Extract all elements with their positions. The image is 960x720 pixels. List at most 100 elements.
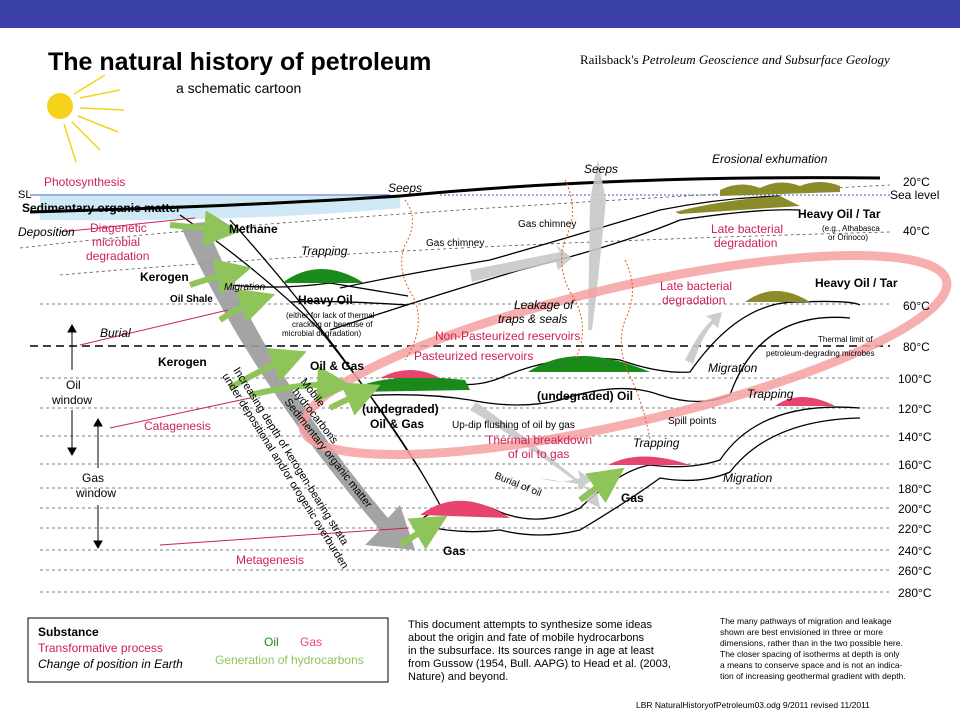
temperature-scale: 20°C Sea level 40°C 60°C 80°C 100°C 120°… — [890, 175, 939, 600]
note-right-line: The many pathways of migration and leaka… — [720, 616, 892, 626]
pasteurized-label: Pasteurized reservoirs — [414, 349, 533, 363]
kerogen-label: Kerogen — [158, 355, 207, 369]
top-bar — [0, 0, 960, 28]
note-right-line: tion of increasing geothermal gradient w… — [720, 671, 906, 681]
surface-line — [29, 176, 881, 214]
oil-window-label: window — [51, 393, 92, 407]
gas-accumulations — [380, 370, 835, 518]
spill-points-label: Spill points — [668, 416, 716, 427]
undegraded-oil-label: (undegraded) Oil — [537, 389, 633, 403]
sl-label: SL — [18, 189, 31, 201]
temp-label: 180°C — [898, 482, 932, 496]
gas-window-label: Gas — [82, 471, 104, 485]
temp-label: 280°C — [898, 586, 932, 600]
migration-label: Migration — [708, 361, 758, 375]
trapping-label: Trapping — [301, 244, 348, 258]
attribution: Railsback's Petroleum Geoscience and Sub… — [580, 52, 890, 67]
erosional-label: Erosional exhumation — [712, 152, 828, 166]
temp-label: 120°C — [898, 402, 932, 416]
migration-label: Migration — [224, 282, 266, 293]
temp-label: 200°C — [898, 502, 932, 516]
page-title: The natural history of petroleum — [48, 48, 431, 76]
heavy-oil-note: (either for lack of thermal — [286, 311, 375, 320]
late-bacterial-label: degradation — [662, 293, 725, 307]
temp-label: 80°C — [903, 340, 930, 354]
heavy-oil-tar-label: Heavy Oil / Tar — [798, 207, 881, 221]
thermal-limit-label: Thermal limit of — [818, 335, 873, 344]
oil-accumulations — [282, 269, 650, 392]
photosynthesis-label: Photosynthesis — [44, 175, 125, 189]
sun-icon — [47, 74, 125, 163]
heavy-oil-tar-note: (e.g., Athabasca — [822, 224, 880, 233]
temp-label: 140°C — [898, 430, 932, 444]
late-bacterial-label: Late bacterial — [660, 279, 732, 293]
footer-note: LBR NaturalHistoryofPetroleum03.odg 9/20… — [636, 700, 870, 710]
leakage-label: Leakage of — [514, 298, 575, 312]
temp-label: 20°C — [903, 175, 930, 189]
generation-arrows — [169, 210, 625, 550]
heavy-oil-note: microbial degradation) — [282, 329, 361, 338]
note-center-line: from Gussow (1954, Bull. AAPG) to Head e… — [408, 658, 671, 670]
deposition-label: Deposition — [18, 225, 75, 239]
metagenesis-label: Metagenesis — [236, 553, 304, 567]
process-lines — [59, 217, 409, 546]
gas-window-label: window — [75, 486, 116, 500]
temp-label: 60°C — [903, 299, 930, 313]
undegraded-oil-gas-label: (undegraded) — [362, 402, 439, 416]
window-arrows — [67, 323, 103, 550]
catagenesis-label: Catagenesis — [144, 419, 211, 433]
note-center-line: about the origin and fate of mobile hydr… — [408, 632, 645, 644]
note-center-line: This document attempts to synthesize som… — [408, 619, 652, 631]
pasteurized-ellipse — [298, 250, 952, 460]
late-bacterial-label: degradation — [714, 236, 777, 250]
legend-oil: Oil — [264, 635, 279, 649]
thermal-breakdown-label: of oil to gas — [508, 447, 569, 461]
heavy-oil-label: Heavy Oil — [298, 293, 353, 307]
trapping-label: Trapping — [747, 387, 794, 401]
heavy-oil-note: cracking or because of — [292, 320, 373, 329]
oil-window-label: Oil — [66, 378, 81, 392]
tar-accumulations — [675, 182, 840, 302]
subtitle: a schematic cartoon — [176, 80, 301, 96]
sedimentary-om-label: Sedimentary organic matter — [22, 201, 181, 215]
legend-transformative: Transformative process — [38, 641, 163, 655]
note-center-line: in the subsurface. Its sources range in … — [408, 645, 654, 657]
seeps-right-label: Seeps — [584, 162, 618, 176]
methane-label: Methane — [229, 222, 278, 236]
kerogen-label: Kerogen — [140, 270, 189, 284]
undegraded-oil-gas-label: Oil & Gas — [370, 417, 424, 431]
legend-generation: Generation of hydrocarbons — [215, 653, 364, 667]
migration-label: Migration — [723, 471, 773, 485]
non-pasteurized-label: Non-Pasteurized reservoirs — [435, 329, 580, 343]
legend-gas: Gas — [300, 635, 322, 649]
note-right-line: dimensions, rather than in the two possi… — [720, 638, 903, 648]
diagenetic-label-1: Diagenetic — [90, 221, 147, 235]
oil-shale-label: Oil Shale — [170, 294, 213, 305]
legend-change-position: Change of position in Earth — [38, 657, 183, 671]
temp-label: 260°C — [898, 564, 932, 578]
gas-chimney-right-label: Gas chimney — [518, 219, 576, 230]
heavy-oil-tar-note: or Orinoco) — [828, 233, 868, 242]
gas-lower-label: Gas — [443, 544, 466, 558]
note-center-line: Nature) and beyond. — [408, 671, 508, 683]
seeps-left-label: Seeps — [388, 181, 422, 195]
note-right-line: The closer spacing of isotherms at depth… — [720, 649, 900, 659]
burial-label: Burial — [100, 326, 131, 340]
trapping-label: Trapping — [633, 436, 680, 450]
temp-label: 100°C — [898, 372, 932, 386]
note-right-line: a means to conserve space and is not an … — [720, 660, 903, 670]
legend-substance: Substance — [38, 625, 99, 639]
heavy-oil-tar-label: Heavy Oil / Tar — [815, 276, 898, 290]
legend: Substance Transformative process Change … — [27, 617, 389, 683]
gas-chimney-left-label: Gas chimney — [426, 238, 484, 249]
temp-label: 160°C — [898, 458, 932, 472]
migration-arrows — [470, 160, 722, 508]
thermal-breakdown-label: Thermal breakdown — [486, 433, 592, 447]
diagenetic-label-2: microbial — [92, 235, 140, 249]
sea-level-label: Sea level — [890, 188, 939, 202]
leakage-label: traps & seals — [498, 312, 567, 326]
note-right-line: shown are best envisioned in three or mo… — [720, 627, 883, 637]
burial-of-oil-label: Burial of oil — [493, 471, 543, 500]
seep-paths — [401, 179, 651, 441]
gas-mid-label: Gas — [621, 491, 644, 505]
